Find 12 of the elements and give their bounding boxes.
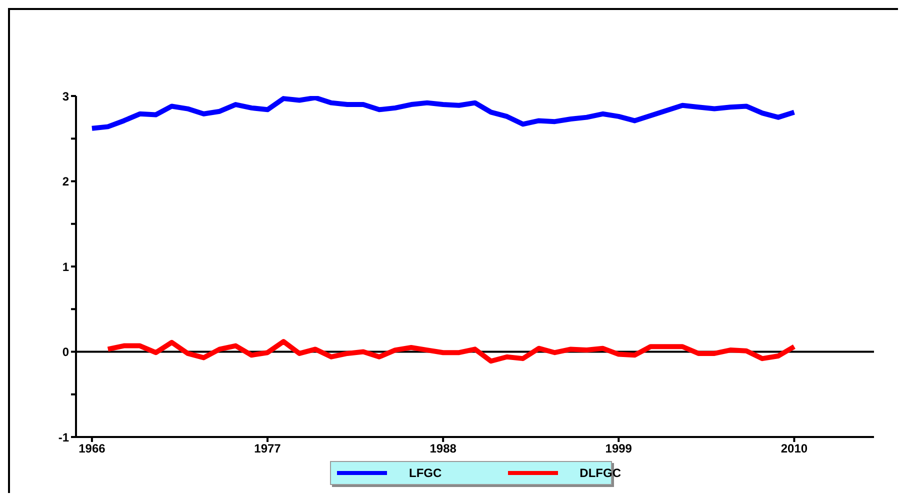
legend-label: LFGC bbox=[409, 466, 442, 480]
x-tick-label: 1977 bbox=[254, 442, 282, 456]
x-tick-label: 2010 bbox=[780, 442, 808, 456]
y-tick-label: 0 bbox=[62, 345, 70, 360]
y-tick-label: 1 bbox=[62, 260, 70, 274]
x-tick-label: 1966 bbox=[78, 442, 106, 456]
y-tick-label: 3 bbox=[62, 89, 70, 104]
y-tick-label: -1 bbox=[58, 430, 70, 444]
legend-label: DLFGC bbox=[580, 466, 621, 480]
x-tick-label: 1988 bbox=[430, 442, 457, 456]
x-tick-label: 1999 bbox=[605, 442, 632, 456]
y-tick-label: 2 bbox=[62, 174, 70, 189]
